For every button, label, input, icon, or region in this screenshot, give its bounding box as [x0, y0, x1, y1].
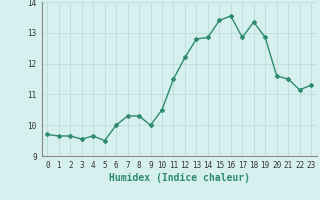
X-axis label: Humidex (Indice chaleur): Humidex (Indice chaleur) [109, 173, 250, 183]
